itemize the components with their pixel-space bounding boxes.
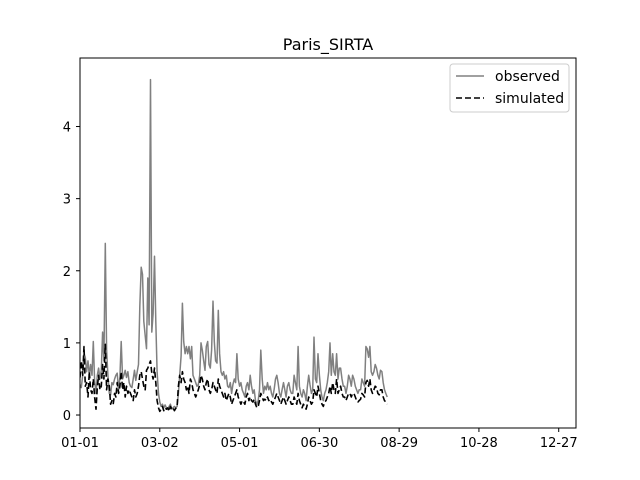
legend: observed simulated	[449, 63, 570, 113]
chart-title: Paris_SIRTA	[283, 35, 373, 55]
plot-frame	[79, 57, 577, 429]
series-layer	[80, 78, 388, 413]
y-tick-label: 0	[63, 409, 71, 424]
series-line-observed	[80, 78, 388, 410]
x-tick-label: 06-30	[300, 436, 338, 451]
legend-label-simulated: simulated	[495, 91, 564, 107]
y-tick-label: 4	[63, 121, 71, 136]
y-axis: 0 1 2 3 4	[63, 121, 80, 424]
x-tick-label: 03-02	[141, 436, 179, 451]
x-tick-label: 08-29	[380, 436, 418, 451]
y-tick-label: 2	[63, 265, 71, 280]
y-tick-label: 3	[63, 193, 71, 208]
y-tick-label: 1	[63, 337, 71, 352]
x-axis: 01-01 03-02 05-01 06-30 08-29 10-28 12-27	[61, 428, 578, 451]
x-tick-label: 10-28	[460, 436, 498, 451]
x-tick-label: 12-27	[540, 436, 578, 451]
x-tick-label: 01-01	[61, 436, 99, 451]
x-tick-label: 05-01	[221, 436, 259, 451]
series-line-simulated	[80, 343, 388, 413]
legend-label-observed: observed	[495, 69, 560, 85]
